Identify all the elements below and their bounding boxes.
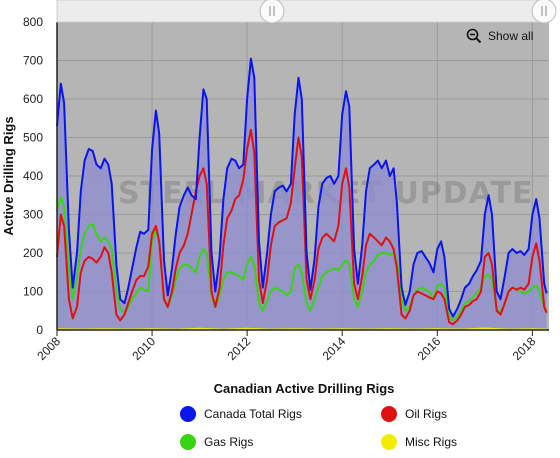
legend-item-gas-rigs[interactable]: Gas Rigs xyxy=(180,434,253,450)
legend-label: Canada Total Rigs xyxy=(204,407,302,421)
y-tick-label: 100 xyxy=(23,285,43,299)
legend-swatch xyxy=(180,406,196,422)
legend-item-misc-rigs[interactable]: Misc Rigs xyxy=(381,434,457,450)
legend-label: Misc Rigs xyxy=(405,435,458,449)
x-tick-label: 2008 xyxy=(34,334,63,363)
x-tick-label: 2018 xyxy=(510,334,539,363)
gas-rigs-line xyxy=(56,196,548,322)
legend-item-canada-total-rigs[interactable]: Canada Total Rigs xyxy=(180,406,302,422)
y-tick-label: 500 xyxy=(23,131,43,145)
legend-swatch xyxy=(180,434,196,450)
legend-swatch xyxy=(381,434,397,450)
handle-grip-circle xyxy=(531,0,557,24)
navigator-handle-right[interactable] xyxy=(531,0,557,24)
show-all-label: Show all xyxy=(488,29,534,43)
x-tick-label: 2012 xyxy=(224,334,253,363)
handle-grip-circle xyxy=(259,0,285,24)
canada-total-rigs-line xyxy=(56,57,548,318)
series-layer xyxy=(56,57,548,331)
x-tick-label: 2016 xyxy=(415,334,444,363)
navigator-handle-left[interactable] xyxy=(259,0,285,24)
legend-swatch xyxy=(381,406,397,422)
y-tick-label: 200 xyxy=(23,246,43,260)
y-tick-label: 600 xyxy=(23,92,43,106)
y-tick-label: 700 xyxy=(23,54,43,68)
navigator-track[interactable] xyxy=(56,0,550,23)
legend-label: Gas Rigs xyxy=(204,435,254,449)
x-tick-label: 2014 xyxy=(320,334,349,363)
y-tick-label: 300 xyxy=(23,208,43,222)
x-tick-label: 2010 xyxy=(129,334,158,363)
y-axis-title: Active Drilling Rigs xyxy=(1,116,16,235)
legend-item-oil-rigs[interactable]: Oil Rigs xyxy=(381,406,447,422)
total-rigs-area xyxy=(57,58,547,330)
y-tick-label: 800 xyxy=(23,15,43,29)
y-tick-label: 400 xyxy=(23,169,43,183)
range-navigator[interactable] xyxy=(56,0,557,24)
oil-rigs-line xyxy=(56,128,548,326)
zoom-out-magnifier-icon xyxy=(466,28,482,44)
x-axis-title: Canadian Active Drilling Rigs xyxy=(214,381,395,396)
legend-label: Oil Rigs xyxy=(405,407,448,421)
show-all-button[interactable]: Show all xyxy=(466,28,533,44)
y-tick-label: 0 xyxy=(36,323,43,337)
